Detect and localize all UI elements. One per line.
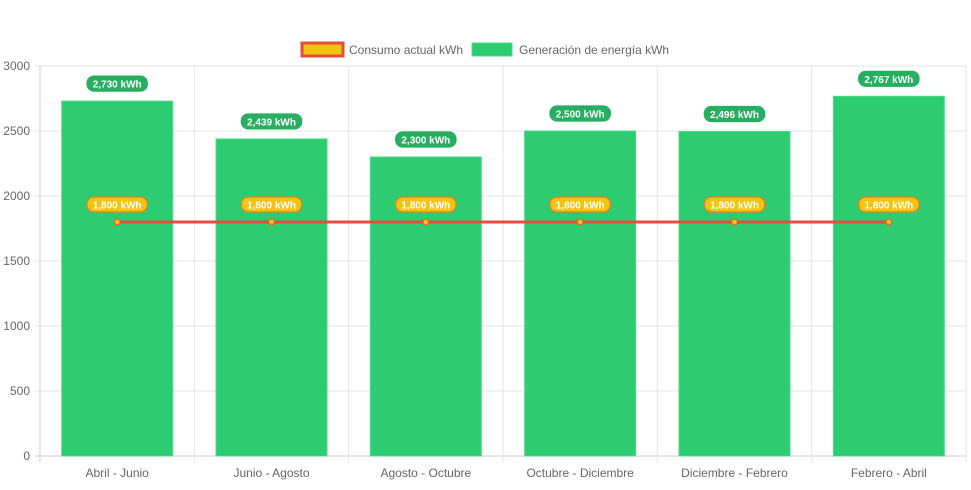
y-tick-label: 2500 — [3, 124, 30, 138]
x-tick-label: Octubre - Diciembre — [526, 466, 634, 480]
y-tick-label: 3000 — [3, 59, 30, 73]
line-data-label: 1,800 kWh — [710, 201, 759, 212]
y-tick-label: 1500 — [3, 254, 30, 268]
line-point — [885, 218, 893, 226]
x-tick-label: Diciembre - Febrero — [681, 466, 788, 480]
bar-data-label-bg — [549, 105, 611, 122]
data-labels: 2,730 kWh 2,439 kWh 2,300 kWh 2,500 kWh 2,49… — [86, 70, 920, 213]
y-tick-label: 1000 — [3, 319, 30, 333]
bar-data-label: 2,496 kWh — [710, 110, 759, 121]
bar-data-label-bg — [395, 131, 457, 148]
line-data-label-bg — [549, 196, 611, 213]
line-data-label-bg — [86, 196, 148, 213]
bar — [678, 131, 791, 457]
y-tick-label: 0 — [23, 449, 30, 463]
bar-data-label: 2,500 kWh — [556, 110, 605, 121]
line-data-label: 1,800 kWh — [864, 201, 913, 212]
bar — [369, 156, 482, 457]
bar — [524, 130, 637, 457]
bar — [832, 95, 945, 457]
line-data-label-bg — [240, 196, 303, 213]
line-point — [576, 218, 584, 226]
legend-label: Generación de energía kWh — [519, 43, 669, 57]
line-data-label-bg — [703, 196, 766, 213]
line-data-label-bg — [395, 196, 457, 213]
line-data-label-bg — [858, 196, 920, 213]
bar-data-label-bg — [858, 70, 920, 87]
x-tick-label: Febrero - Abril — [851, 466, 927, 480]
line-data-label: 1,800 kWh — [247, 201, 296, 212]
grid: 0 500 1000 1500 2000 2500 3000 Abril - Junio Jun… — [3, 59, 967, 480]
legend-swatch-generacion — [471, 42, 513, 57]
bar-data-label-bg — [703, 105, 766, 123]
line-data-label: 1,800 kWh — [556, 201, 605, 212]
line-point — [731, 218, 738, 226]
legend: Consumo actual kWh Generación de energía … — [300, 41, 669, 58]
x-tick-label: Agosto - Octubre — [380, 466, 471, 480]
y-tick-label: 2000 — [3, 189, 30, 203]
bar-data-label: 2,300 kWh — [401, 136, 450, 147]
line-point — [113, 218, 121, 226]
line-point — [268, 218, 275, 226]
legend-label: Consumo actual kWh — [349, 43, 463, 57]
line-series — [113, 218, 893, 226]
x-tick-label: Junio - Agosto — [233, 466, 309, 480]
y-tick-label: 500 — [10, 384, 30, 398]
bar-data-label: 2,439 kWh — [247, 117, 296, 128]
x-tick-label: Abril - Junio — [85, 466, 149, 480]
bar — [215, 138, 328, 457]
line-data-label: 1,800 kWh — [401, 201, 450, 212]
bar-data-label-bg — [240, 113, 303, 130]
bar — [61, 100, 174, 457]
bar-data-label-bg — [86, 75, 148, 92]
line-point — [422, 218, 430, 226]
bar-data-label: 2,730 kWh — [93, 80, 142, 91]
bars — [61, 95, 945, 457]
legend-swatch-consumo — [300, 41, 345, 58]
line-data-label: 1,800 kWh — [93, 201, 142, 212]
bar-data-label: 2,767 kWh — [864, 75, 913, 86]
